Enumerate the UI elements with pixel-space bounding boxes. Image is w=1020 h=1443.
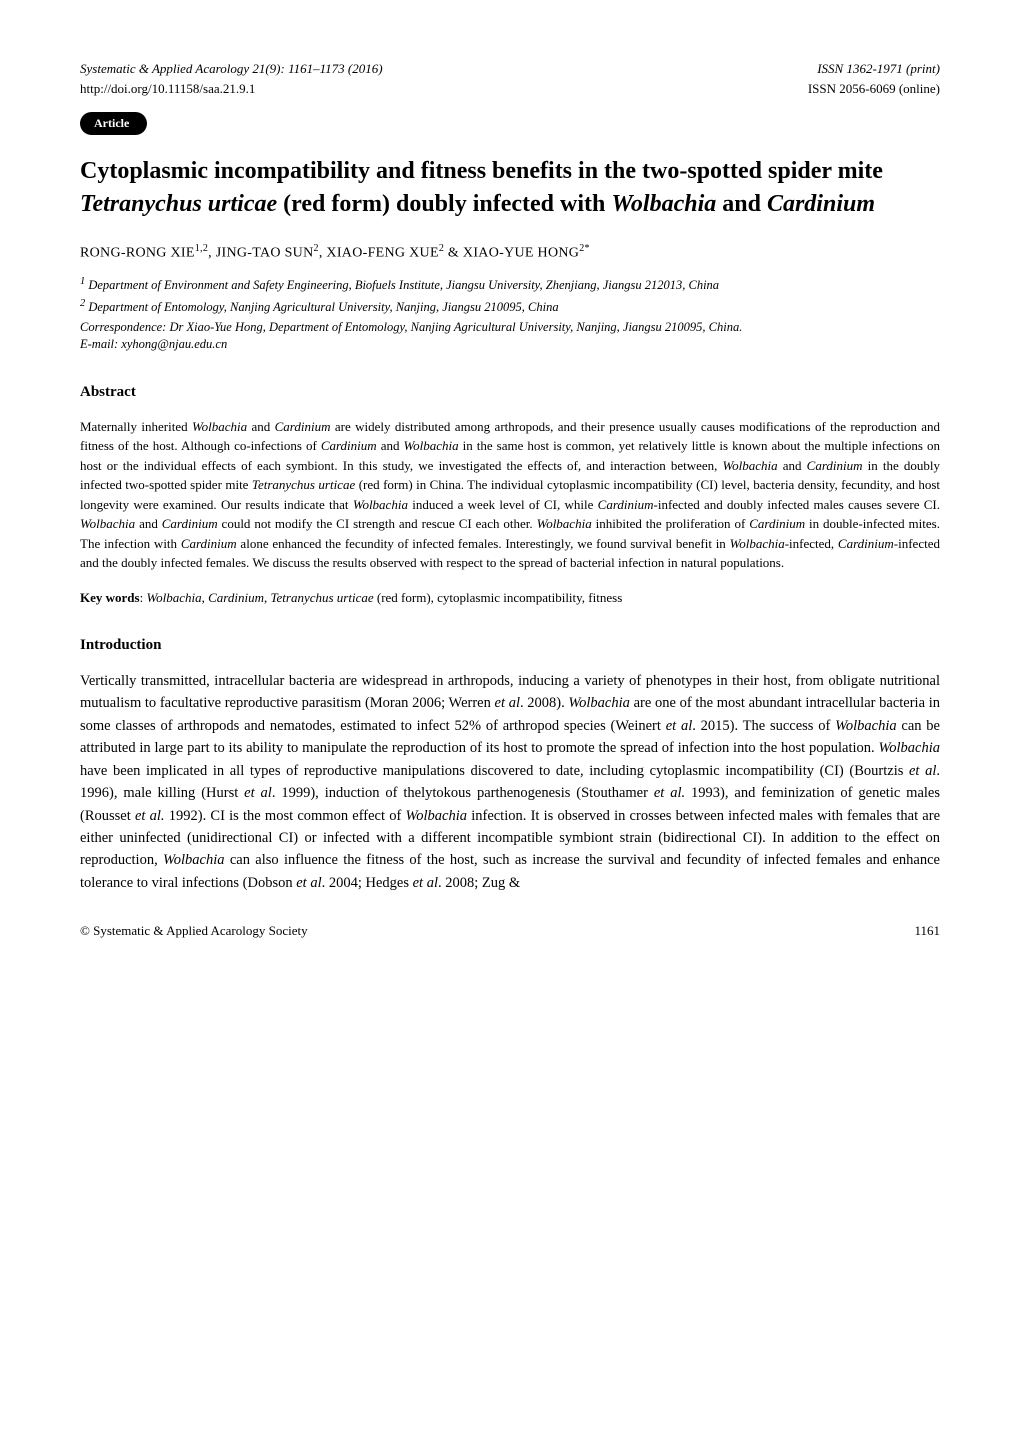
abstract-text: induced a week level of CI, while: [408, 497, 598, 512]
author-sup: 1,2: [195, 243, 208, 254]
intro-italic: Wolbachia: [406, 808, 468, 824]
abstract-italic: Wolbachia: [80, 516, 135, 531]
author: , XIAO-FENG XUE: [319, 246, 439, 261]
abstract-text: inhibited the proliferation of: [592, 516, 750, 531]
intro-text: . 2008).: [520, 695, 568, 711]
abstract-italic: Wolbachia: [403, 438, 458, 453]
authors-line: RONG-RONG XIE1,2, JING-TAO SUN2, XIAO-FE…: [80, 242, 940, 263]
abstract-text: and: [135, 516, 162, 531]
abstract-text: -infected and doubly infected males caus…: [654, 497, 941, 512]
journal-header: Systematic & Applied Acarology 21(9): 11…: [80, 60, 940, 78]
intro-italic: et al: [296, 875, 321, 891]
abstract-italic: Wolbachia: [730, 536, 785, 551]
keywords-label: Key words: [80, 590, 140, 605]
keywords-rest: (red form), cytoplasmic incompatibility,…: [374, 590, 623, 605]
abstract-italic: Cardinium: [749, 516, 805, 531]
keyword: Wolbachia: [146, 590, 201, 605]
intro-italic: Wolbachia: [568, 695, 630, 711]
doi-row: http://doi.org/10.11158/saa.21.9.1 ISSN …: [80, 80, 940, 98]
introduction-paragraph: Vertically transmitted, intracellular ba…: [80, 670, 940, 895]
abstract-paragraph: Maternally inherited Wolbachia and Cardi…: [80, 417, 940, 573]
title-part: Cytoplasmic incompatibility and fitness …: [80, 158, 883, 184]
issn-online: ISSN 2056-6069 (online): [808, 80, 940, 98]
intro-italic: et al.: [135, 808, 165, 824]
introduction-heading: Introduction: [80, 635, 940, 656]
keyword: Tetranychus urticae: [270, 590, 373, 605]
intro-text: have been implicated in all types of rep…: [80, 763, 909, 779]
abstract-italic: Cardinium: [275, 419, 331, 434]
intro-italic: Wolbachia: [163, 852, 225, 868]
abstract-italic: Wolbachia: [353, 497, 408, 512]
doi-link: http://doi.org/10.11158/saa.21.9.1: [80, 80, 255, 98]
abstract-italic: Cardinium: [807, 458, 863, 473]
abstract-italic: Cardinium: [181, 536, 237, 551]
affiliation-2: 2 Department of Entomology, Nanjing Agri…: [80, 297, 940, 317]
intro-italic: et al: [666, 718, 693, 734]
intro-italic: et al.: [654, 785, 685, 801]
article-badge: Article: [80, 112, 147, 135]
abstract-italic: Cardinium: [598, 497, 654, 512]
abstract-text: and: [377, 438, 404, 453]
keywords-line: Key words: Wolbachia, Cardinium, Tetrany…: [80, 589, 940, 607]
intro-italic: et al: [413, 875, 438, 891]
affiliation-text: Department of Environment and Safety Eng…: [85, 278, 719, 292]
intro-text: . 2015). The success of: [692, 718, 835, 734]
title-italic: Cardinium: [767, 191, 875, 217]
article-title: Cytoplasmic incompatibility and fitness …: [80, 155, 940, 220]
abstract-text: Maternally inherited: [80, 419, 192, 434]
abstract-heading: Abstract: [80, 382, 940, 403]
abstract-italic: Cardinium: [162, 516, 218, 531]
intro-italic: et al: [495, 695, 520, 711]
abstract-italic: Cardinium: [838, 536, 894, 551]
author: , JING-TAO SUN: [208, 246, 313, 261]
intro-text: . 1999), induction of thelytokous parthe…: [272, 785, 654, 801]
affiliation-1: 1 Department of Environment and Safety E…: [80, 275, 940, 295]
author-sup: 2*: [579, 243, 590, 254]
correspondence: Correspondence: Dr Xiao-Yue Hong, Depart…: [80, 319, 940, 337]
abstract-italic: Cardinium: [321, 438, 377, 453]
abstract-text: and: [247, 419, 275, 434]
affiliation-text: Department of Entomology, Nanjing Agricu…: [85, 300, 558, 314]
abstract-text: -infected,: [785, 536, 838, 551]
copyright: © Systematic & Applied Acarology Society: [80, 922, 308, 940]
abstract-text: and: [778, 458, 807, 473]
intro-italic: Wolbachia: [879, 740, 941, 756]
author: & XIAO-YUE HONG: [444, 246, 579, 261]
intro-text: . 2004; Hedges: [322, 875, 413, 891]
intro-text: . 2008; Zug &: [438, 875, 520, 891]
title-part: and: [716, 191, 767, 217]
abstract-text: alone enhanced the fecundity of infected…: [237, 536, 730, 551]
corresponding-email: E-mail: xyhong@njau.edu.cn: [80, 336, 940, 354]
intro-text: 1992). CI is the most common effect of: [165, 808, 406, 824]
title-italic: Tetranychus urticae: [80, 191, 277, 217]
intro-italic: et al: [909, 763, 936, 779]
title-part: (red form) doubly infected with: [277, 191, 611, 217]
page-number: 1161: [914, 922, 940, 940]
intro-italic: Wolbachia: [835, 718, 897, 734]
journal-info: Systematic & Applied Acarology 21(9): 11…: [80, 60, 383, 78]
title-italic: Wolbachia: [611, 191, 716, 217]
abstract-text: could not modify the CI strength and res…: [218, 516, 537, 531]
abstract-italic: Wolbachia: [537, 516, 592, 531]
abstract-italic: Wolbachia: [723, 458, 778, 473]
intro-italic: et al: [244, 785, 272, 801]
keyword: Cardinium: [208, 590, 264, 605]
author: RONG-RONG XIE: [80, 246, 195, 261]
issn-print: ISSN 1362-1971 (print): [817, 60, 940, 78]
page-footer: © Systematic & Applied Acarology Society…: [80, 922, 940, 940]
abstract-italic: Wolbachia: [192, 419, 247, 434]
abstract-italic: Tetranychus urticae: [252, 477, 355, 492]
